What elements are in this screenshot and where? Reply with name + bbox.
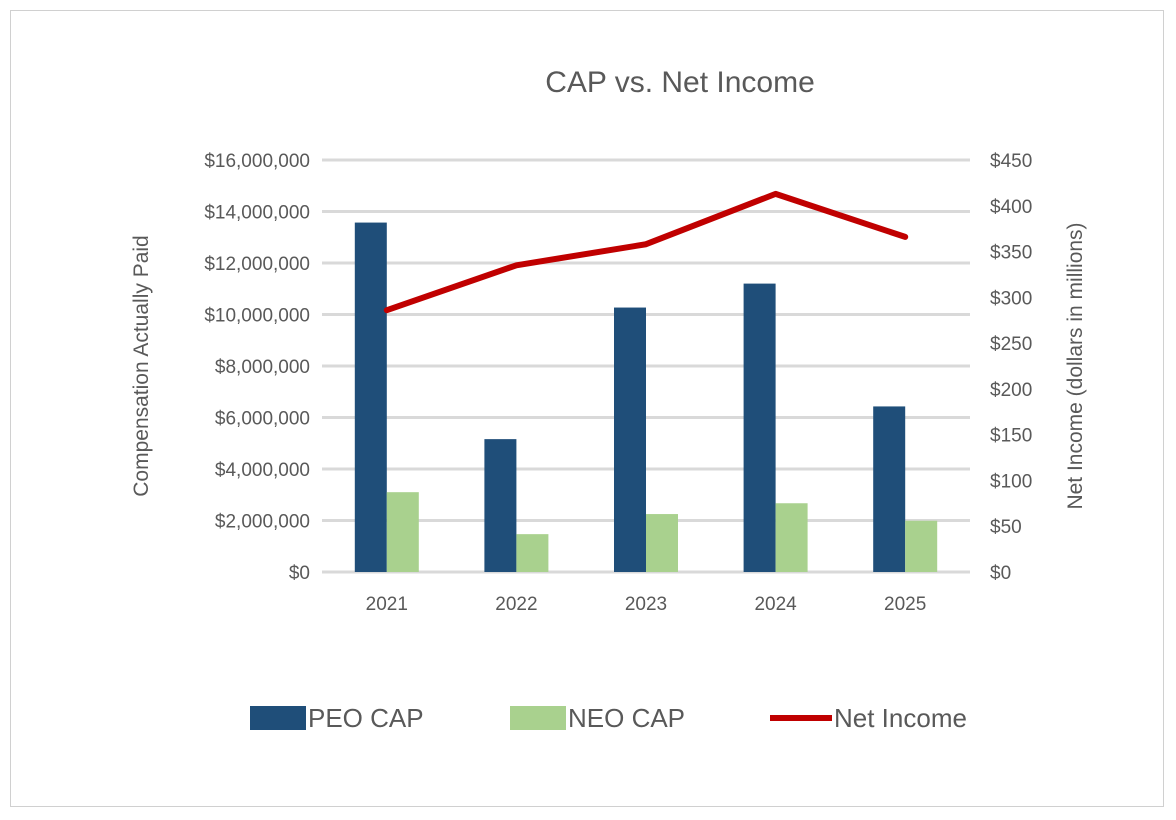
x-tick-label: 2021 (366, 594, 408, 615)
y2-tick-label: $150 (990, 426, 1032, 447)
y2-axis-label: Net Income (dollars in millions) (1064, 222, 1087, 509)
x-tick-label: 2025 (884, 594, 926, 615)
legend-swatch (510, 706, 566, 730)
bar-neo-cap (646, 514, 678, 572)
x-tick-label: 2024 (754, 594, 797, 615)
y2-tick-label: $50 (990, 517, 1022, 538)
bar-peo-cap (354, 222, 387, 572)
y-tick-label: $14,000,000 (204, 203, 310, 224)
y-tick-label: $16,000,000 (204, 151, 310, 172)
bar-neo-cap (905, 520, 938, 572)
bar-peo-cap (743, 283, 776, 572)
y-tick-label: $4,000,000 (215, 460, 310, 481)
y-tick-label: $12,000,000 (204, 254, 310, 275)
bar-neo-cap (386, 492, 419, 572)
legend-swatch (250, 706, 306, 730)
y-tick-label: $6,000,000 (215, 409, 310, 430)
y2-tick-label: $400 (990, 197, 1032, 218)
y2-tick-label: $200 (990, 380, 1032, 401)
x-tick-label: 2023 (625, 594, 667, 615)
y2-tick-label: $0 (990, 563, 1011, 584)
y2-tick-label: $100 (990, 471, 1032, 492)
chart-frame (10, 10, 1164, 807)
legend-label: NEO CAP (568, 703, 685, 733)
bar-neo-cap (516, 534, 549, 572)
y2-tick-label: $300 (990, 288, 1032, 309)
y-tick-label: $2,000,000 (215, 512, 310, 533)
x-tick-label: 2022 (495, 594, 537, 615)
bar-neo-cap (775, 503, 808, 572)
y2-tick-label: $250 (990, 334, 1032, 355)
y-tick-label: $10,000,000 (204, 306, 310, 327)
bar-peo-cap (614, 307, 646, 572)
y2-tick-label: $350 (990, 243, 1032, 264)
chart-title: CAP vs. Net Income (545, 66, 815, 99)
y-tick-label: $8,000,000 (215, 357, 310, 378)
y-tick-label: $0 (289, 563, 310, 584)
legend-label: PEO CAP (308, 703, 424, 733)
legend-label: Net Income (834, 703, 967, 733)
bar-peo-cap (873, 406, 906, 572)
bar-peo-cap (484, 439, 517, 572)
y2-tick-label: $450 (990, 151, 1032, 172)
y-axis-label: Compensation Actually Paid (130, 235, 153, 497)
